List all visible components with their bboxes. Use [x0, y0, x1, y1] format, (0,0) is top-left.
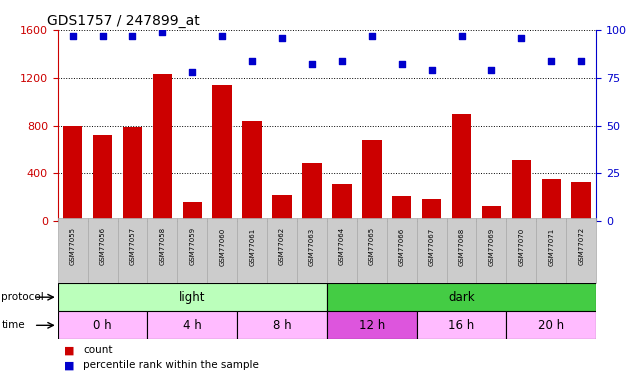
Bar	[297, 217, 327, 283]
Text: 8 h: 8 h	[272, 319, 292, 332]
Bar	[147, 311, 237, 339]
Bar	[482, 206, 501, 221]
Point	[516, 34, 526, 40]
Bar	[542, 179, 561, 221]
Text: GDS1757 / 247899_at: GDS1757 / 247899_at	[47, 13, 199, 28]
Bar	[357, 217, 387, 283]
Text: GSM77071: GSM77071	[548, 227, 554, 266]
Text: GSM77066: GSM77066	[399, 227, 404, 266]
Bar	[327, 311, 417, 339]
Text: 16 h: 16 h	[449, 319, 474, 332]
Bar	[417, 217, 447, 283]
Point	[576, 58, 587, 64]
Bar	[58, 217, 88, 283]
Bar	[447, 217, 476, 283]
Bar	[303, 163, 322, 221]
Bar	[476, 217, 506, 283]
Point	[487, 67, 497, 73]
Bar	[506, 311, 596, 339]
Point	[217, 33, 228, 39]
Bar	[512, 160, 531, 221]
Bar	[417, 311, 506, 339]
Bar	[506, 217, 537, 283]
Text: count: count	[83, 345, 113, 355]
Bar	[93, 135, 112, 221]
Bar	[178, 217, 207, 283]
Bar	[123, 127, 142, 221]
Text: GSM77064: GSM77064	[339, 227, 345, 266]
Point	[546, 58, 556, 64]
Text: GSM77057: GSM77057	[129, 227, 135, 266]
Point	[97, 33, 108, 39]
Bar	[272, 195, 292, 221]
Bar	[147, 217, 178, 283]
Bar	[237, 311, 327, 339]
Text: light: light	[179, 291, 206, 304]
Text: GSM77068: GSM77068	[458, 227, 465, 266]
Point	[67, 33, 78, 39]
Point	[187, 69, 197, 75]
Point	[307, 62, 317, 68]
Bar	[88, 217, 117, 283]
Bar	[452, 114, 471, 221]
Bar	[572, 182, 591, 221]
Text: GSM77058: GSM77058	[160, 227, 165, 266]
Text: ■: ■	[64, 345, 74, 355]
Text: 0 h: 0 h	[93, 319, 112, 332]
Bar	[183, 202, 202, 221]
Text: GSM77065: GSM77065	[369, 227, 375, 266]
Bar	[392, 196, 412, 221]
Bar	[327, 283, 596, 311]
Text: GSM77063: GSM77063	[309, 227, 315, 266]
Text: GSM77061: GSM77061	[249, 227, 255, 266]
Bar	[63, 126, 82, 221]
Point	[247, 58, 257, 64]
Bar	[207, 217, 237, 283]
Point	[337, 58, 347, 64]
Text: GSM77059: GSM77059	[189, 227, 196, 266]
Bar	[327, 217, 357, 283]
Text: GSM77062: GSM77062	[279, 227, 285, 266]
Bar	[267, 217, 297, 283]
Text: 20 h: 20 h	[538, 319, 564, 332]
Point	[128, 33, 138, 39]
Bar	[153, 74, 172, 221]
Text: GSM77069: GSM77069	[488, 227, 494, 266]
Bar	[58, 283, 327, 311]
Point	[456, 33, 467, 39]
Point	[277, 34, 287, 40]
Text: dark: dark	[448, 291, 475, 304]
Text: GSM77072: GSM77072	[578, 227, 584, 266]
Text: GSM77055: GSM77055	[70, 227, 76, 266]
Text: time: time	[1, 320, 25, 330]
Bar	[242, 121, 262, 221]
Bar	[117, 217, 147, 283]
Point	[397, 62, 407, 68]
Point	[426, 67, 437, 73]
Text: GSM77060: GSM77060	[219, 227, 225, 266]
Bar	[58, 311, 147, 339]
Bar	[537, 217, 566, 283]
Text: ■: ■	[64, 360, 74, 370]
Bar	[237, 217, 267, 283]
Bar	[362, 140, 381, 221]
Bar	[422, 199, 441, 221]
Text: GSM77056: GSM77056	[99, 227, 106, 266]
Text: protocol: protocol	[1, 292, 44, 302]
Bar	[332, 184, 351, 221]
Point	[367, 33, 377, 39]
Text: percentile rank within the sample: percentile rank within the sample	[83, 360, 259, 370]
Bar	[387, 217, 417, 283]
Point	[157, 29, 167, 35]
Bar	[212, 85, 232, 221]
Text: 4 h: 4 h	[183, 319, 202, 332]
Text: GSM77070: GSM77070	[519, 227, 524, 266]
Bar	[566, 217, 596, 283]
Text: GSM77067: GSM77067	[429, 227, 435, 266]
Text: 12 h: 12 h	[359, 319, 385, 332]
